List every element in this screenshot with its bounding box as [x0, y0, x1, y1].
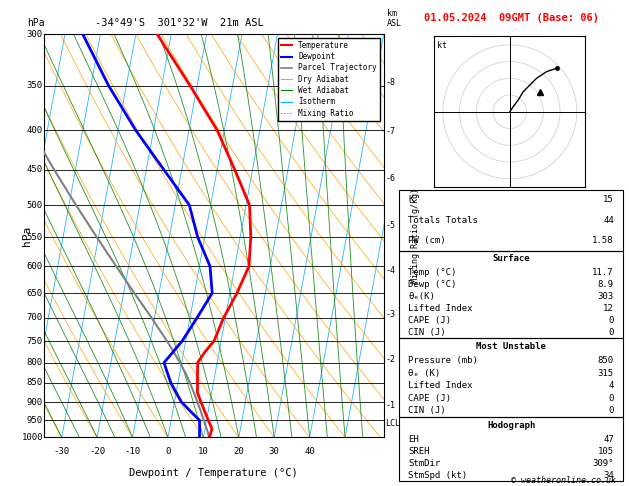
Text: 8.9: 8.9 — [598, 280, 614, 289]
Text: 10: 10 — [198, 448, 209, 456]
Text: 300: 300 — [27, 30, 43, 38]
Text: 12: 12 — [603, 304, 614, 313]
Text: PW (cm): PW (cm) — [408, 236, 446, 245]
Text: 350: 350 — [27, 81, 43, 90]
Text: 34: 34 — [603, 470, 614, 480]
Text: -4: -4 — [386, 266, 396, 275]
Text: 550: 550 — [27, 233, 43, 242]
Text: Dewp (°C): Dewp (°C) — [408, 280, 457, 289]
Legend: Temperature, Dewpoint, Parcel Trajectory, Dry Adiabat, Wet Adiabat, Isotherm, Mi: Temperature, Dewpoint, Parcel Trajectory… — [277, 38, 380, 121]
Text: -5: -5 — [386, 221, 396, 230]
Text: 303: 303 — [598, 292, 614, 301]
Text: 4: 4 — [608, 381, 614, 390]
Text: 0: 0 — [165, 448, 170, 456]
Text: Totals Totals: Totals Totals — [408, 216, 478, 225]
Text: -6: -6 — [386, 174, 396, 183]
Text: -2: -2 — [386, 355, 396, 364]
Text: 950: 950 — [27, 416, 43, 425]
Text: hPa: hPa — [22, 226, 32, 246]
Text: θₑ(K): θₑ(K) — [408, 292, 435, 301]
Text: 400: 400 — [27, 126, 43, 135]
Text: hPa: hPa — [27, 18, 45, 28]
Text: Lifted Index: Lifted Index — [408, 381, 473, 390]
Text: Pressure (mb): Pressure (mb) — [408, 356, 478, 365]
Text: 11.7: 11.7 — [593, 268, 614, 278]
Text: Lifted Index: Lifted Index — [408, 304, 473, 313]
Text: 44: 44 — [603, 216, 614, 225]
Text: -8: -8 — [386, 78, 396, 87]
Text: -1: -1 — [386, 400, 396, 410]
Text: θₑ (K): θₑ (K) — [408, 368, 440, 378]
Text: EH: EH — [408, 434, 419, 444]
Text: -7: -7 — [386, 127, 396, 136]
Text: CAPE (J): CAPE (J) — [408, 316, 452, 325]
Text: Temp (°C): Temp (°C) — [408, 268, 457, 278]
Text: SREH: SREH — [408, 447, 430, 455]
Text: 500: 500 — [27, 201, 43, 209]
Text: 40: 40 — [304, 448, 315, 456]
Text: 650: 650 — [27, 289, 43, 297]
Text: 309°: 309° — [593, 459, 614, 468]
Text: 450: 450 — [27, 165, 43, 174]
Text: 315: 315 — [598, 368, 614, 378]
Text: 1000: 1000 — [21, 433, 43, 442]
Text: km
ASL: km ASL — [387, 9, 402, 28]
Text: 15: 15 — [603, 195, 614, 204]
Text: -10: -10 — [125, 448, 141, 456]
Text: LCL: LCL — [386, 419, 401, 428]
Text: 0: 0 — [608, 316, 614, 325]
Text: 30: 30 — [269, 448, 279, 456]
Text: CIN (J): CIN (J) — [408, 328, 446, 337]
Text: kt: kt — [438, 41, 447, 50]
Text: 01.05.2024  09GMT (Base: 06): 01.05.2024 09GMT (Base: 06) — [423, 13, 599, 23]
Text: 0: 0 — [608, 406, 614, 415]
Text: CAPE (J): CAPE (J) — [408, 394, 452, 403]
Text: Hodograph: Hodograph — [487, 420, 535, 430]
Text: -34°49'S  301°32'W  21m ASL: -34°49'S 301°32'W 21m ASL — [95, 18, 264, 28]
Text: 600: 600 — [27, 262, 43, 271]
Text: 1.58: 1.58 — [593, 236, 614, 245]
Text: 900: 900 — [27, 398, 43, 407]
Text: StmSpd (kt): StmSpd (kt) — [408, 470, 467, 480]
Text: 850: 850 — [27, 379, 43, 387]
Text: K: K — [408, 195, 414, 204]
Text: 700: 700 — [27, 313, 43, 322]
Text: StmDir: StmDir — [408, 459, 440, 468]
Text: -3: -3 — [386, 310, 396, 319]
Text: 20: 20 — [233, 448, 244, 456]
Text: -20: -20 — [89, 448, 105, 456]
Text: Most Unstable: Most Unstable — [476, 342, 546, 351]
Text: CIN (J): CIN (J) — [408, 406, 446, 415]
Text: Surface: Surface — [493, 254, 530, 263]
Text: © weatheronline.co.uk: © weatheronline.co.uk — [511, 476, 616, 485]
Text: 105: 105 — [598, 447, 614, 455]
Text: 47: 47 — [603, 434, 614, 444]
Text: -30: -30 — [53, 448, 70, 456]
Text: 800: 800 — [27, 358, 43, 367]
Text: 0: 0 — [608, 394, 614, 403]
Text: 750: 750 — [27, 336, 43, 346]
Text: Mixing Ratio (g/kg): Mixing Ratio (g/kg) — [411, 188, 420, 283]
Text: Dewpoint / Temperature (°C): Dewpoint / Temperature (°C) — [130, 468, 298, 478]
Text: 0: 0 — [608, 328, 614, 337]
Text: 850: 850 — [598, 356, 614, 365]
